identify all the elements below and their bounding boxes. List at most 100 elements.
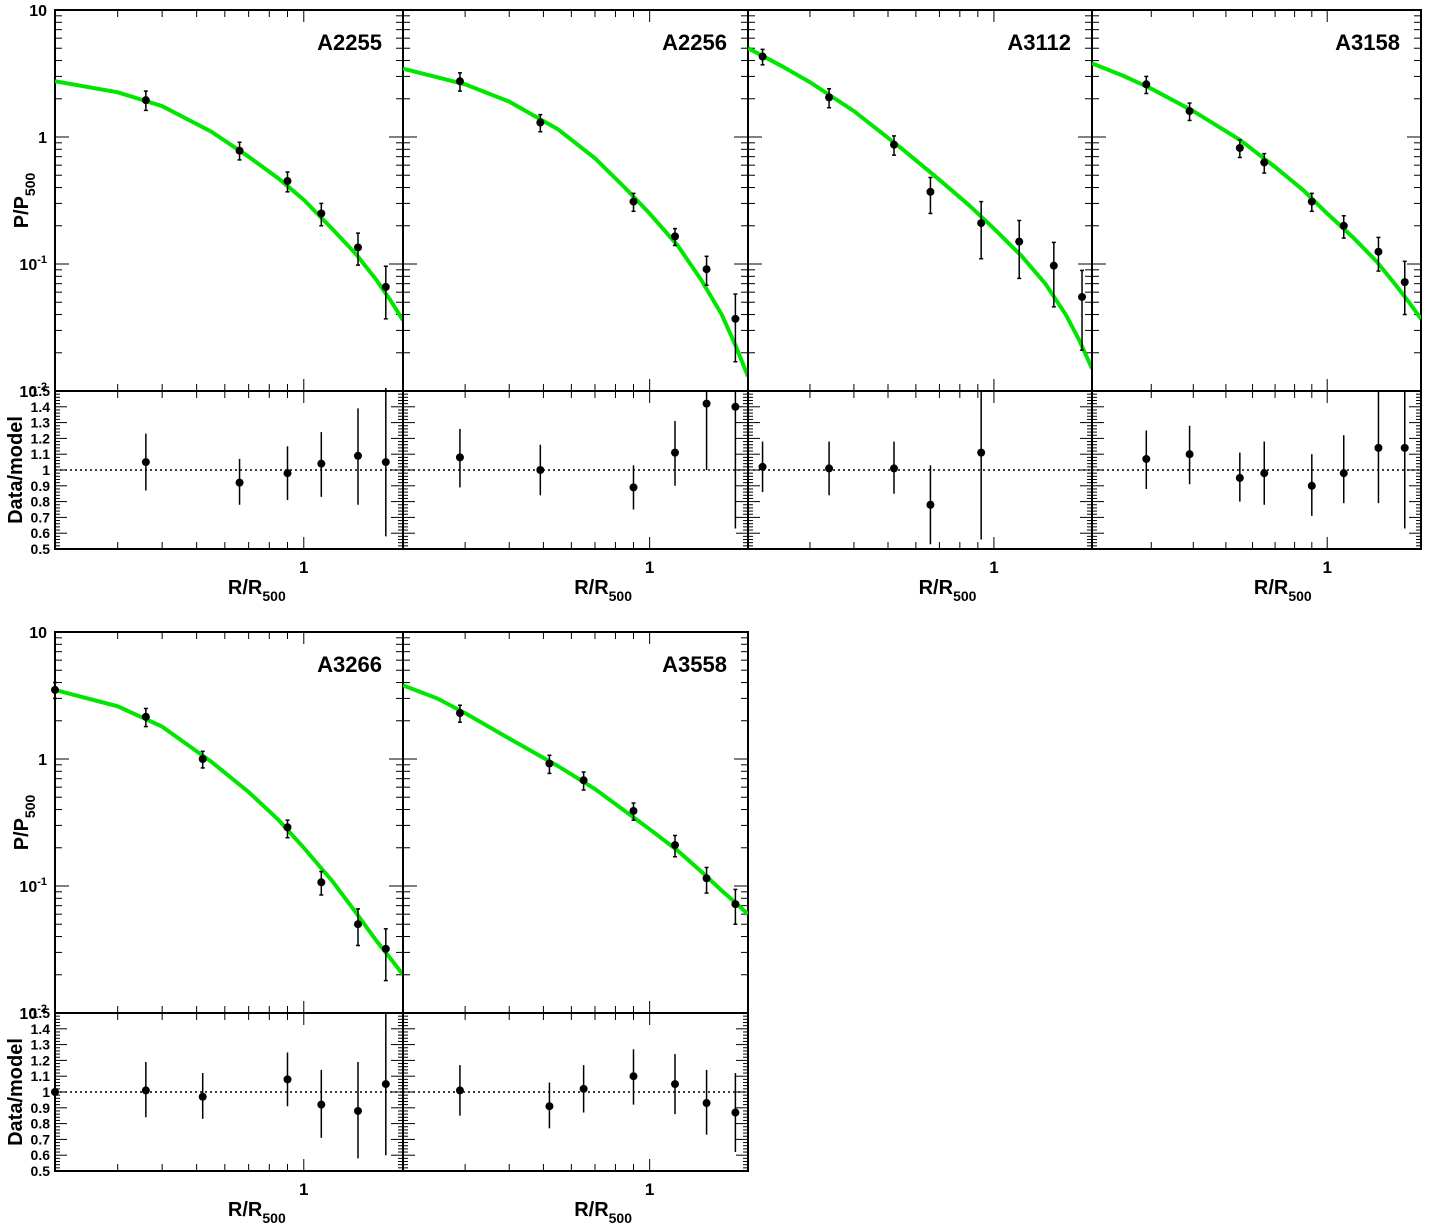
- ratio-point: [731, 1108, 740, 1117]
- data-point: [1260, 158, 1269, 167]
- ratio-tick-label: 0.9: [31, 478, 51, 494]
- ratio-point: [455, 1086, 464, 1095]
- ratio-tick-label: 0.7: [31, 1131, 51, 1147]
- data-point: [353, 243, 362, 252]
- x-axis-title-sub: 500: [609, 1210, 633, 1226]
- y-axis-title-sub: 500: [22, 794, 38, 818]
- ratio-point: [702, 399, 711, 408]
- ratio-point: [629, 483, 638, 492]
- ratio-point: [1260, 469, 1269, 478]
- ratio-point: [671, 1080, 680, 1089]
- model-curve: [403, 683, 748, 916]
- ratio-point: [731, 402, 740, 411]
- model-curve: [55, 687, 403, 977]
- x-tick-label: 1: [1322, 558, 1331, 577]
- x-axis-title-sub: 500: [262, 1210, 286, 1226]
- cluster-label: A2256: [662, 30, 727, 55]
- x-axis-title-main: R/R: [1254, 577, 1289, 599]
- x-axis-title: R/R500: [1254, 577, 1312, 604]
- panel-a3558: A3558 1 R/R500: [402, 631, 749, 1226]
- ratio-point: [1307, 481, 1316, 490]
- cluster-label: A3266: [317, 652, 382, 677]
- data-point: [1339, 221, 1348, 230]
- cluster-label: A3112: [1007, 30, 1071, 55]
- ratio-point: [758, 462, 767, 471]
- ratio-point: [141, 458, 150, 467]
- data-point: [671, 841, 680, 850]
- ratio-point: [1142, 454, 1151, 463]
- data-point: [758, 52, 767, 61]
- cluster-label: A3158: [1335, 30, 1400, 55]
- ratio-tick-label: 1.4: [31, 399, 51, 415]
- ratio-point: [353, 1106, 362, 1115]
- data-point: [1400, 278, 1409, 287]
- top-frame: [402, 9, 749, 392]
- ratio-point: [977, 448, 986, 457]
- y-tick-label-base: 10: [19, 257, 37, 274]
- data-point: [353, 920, 362, 929]
- x-axis-title-main: R/R: [919, 577, 954, 599]
- ratio-point: [283, 469, 292, 478]
- data-point: [455, 77, 464, 86]
- ratio-point: [141, 1086, 150, 1095]
- panel-a2255: A22551R/R50010110-110-21.51.41.31.21.110…: [5, 3, 404, 604]
- data-point: [702, 874, 711, 883]
- data-point: [198, 755, 207, 763]
- data-point: [283, 177, 292, 186]
- model-curve: [748, 46, 1092, 370]
- ratio-tick-label: 0.7: [31, 509, 51, 525]
- x-axis-title-sub: 500: [953, 588, 977, 604]
- y-axis-title-main: P/P: [11, 818, 33, 850]
- ratio-tick-label: 0.5: [31, 1163, 51, 1179]
- ratio-tick-label: 1: [42, 1084, 50, 1100]
- x-axis-title-main: R/R: [228, 577, 263, 599]
- x-axis-title-main: R/R: [574, 577, 609, 599]
- ratio-tick-label: 0.9: [31, 1100, 51, 1116]
- model-curve: [1092, 61, 1421, 320]
- x-axis-title: R/R500: [228, 577, 286, 604]
- data-point: [731, 314, 740, 323]
- ratio-tick-label: 0.8: [31, 494, 51, 510]
- data-point: [1078, 292, 1087, 301]
- y-axis-title: P/P500: [11, 794, 38, 850]
- y-tick-label-base: 10: [19, 384, 37, 401]
- x-tick-label: 1: [299, 558, 308, 577]
- x-axis-title-main: R/R: [228, 1199, 263, 1221]
- x-tick-label: 1: [299, 1180, 308, 1199]
- ratio-point: [235, 478, 244, 487]
- y-tick-label-base: 10: [19, 1006, 37, 1023]
- ratio-point: [381, 1080, 390, 1089]
- ratio-tick-label: 1.5: [31, 383, 51, 399]
- ratio-point: [1374, 443, 1383, 452]
- ratio-tick-label: 1.2: [31, 430, 51, 446]
- ratio-point: [455, 453, 464, 462]
- y-tick-label: 10-1: [19, 254, 47, 274]
- ratio-point: [353, 451, 362, 460]
- ratio-point: [317, 459, 326, 468]
- x-tick-label: 1: [989, 558, 998, 577]
- data-point: [235, 146, 244, 155]
- data-point: [579, 776, 588, 785]
- data-point: [536, 118, 545, 127]
- x-axis-title-sub: 500: [1288, 588, 1312, 604]
- panel-a3158: A3158 1 R/R500: [1091, 9, 1422, 604]
- ratio-point: [671, 448, 680, 457]
- x-axis-title: R/R500: [574, 577, 632, 604]
- data-point: [545, 759, 554, 768]
- model-curve: [403, 66, 748, 378]
- data-point: [381, 282, 390, 291]
- x-axis-title: R/R500: [228, 1199, 286, 1226]
- data-point: [381, 944, 390, 953]
- data-point: [890, 140, 899, 149]
- ratio-point: [545, 1102, 554, 1111]
- ratio-tick-label: 1.1: [31, 1068, 51, 1084]
- ratio-axis-title: Data/model: [5, 1038, 27, 1146]
- ratio-point: [1235, 473, 1244, 482]
- data-point: [1307, 197, 1316, 206]
- x-tick-label: 1: [645, 558, 654, 577]
- data-point: [1235, 143, 1244, 152]
- y-tick-label-base: 10: [29, 3, 47, 20]
- ratio-tick-label: 1.3: [31, 1037, 51, 1053]
- ratio-point: [283, 1075, 292, 1084]
